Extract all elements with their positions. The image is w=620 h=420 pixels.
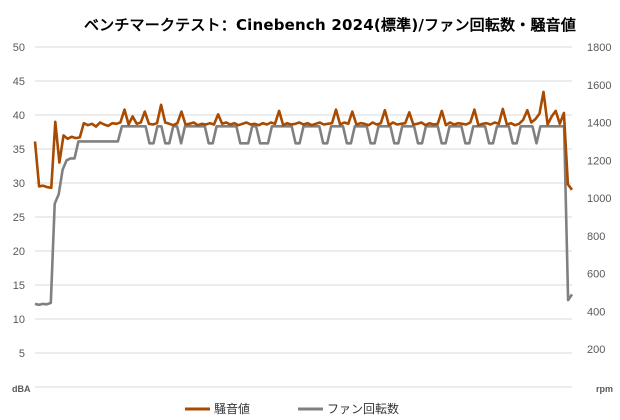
series-lines — [33, 90, 574, 307]
right-tick-label: 1600 — [587, 80, 611, 92]
legend: 騒音値 ファン回転数 — [185, 401, 399, 416]
gridlines — [35, 46, 572, 388]
left-tick-label: 25 — [13, 212, 25, 224]
left-axis-ticks: 5 10 15 20 25 30 35 40 45 50 — [13, 42, 25, 360]
right-tick-label: 1400 — [587, 118, 611, 130]
left-axis-unit: dBA — [12, 384, 31, 394]
right-axis-ticks: 200 400 600 800 1000 1200 1400 1600 1800 — [587, 42, 611, 356]
left-tick-label: 20 — [13, 246, 25, 258]
right-tick-label: 200 — [587, 344, 605, 356]
left-tick-label: 40 — [13, 110, 25, 122]
right-tick-label: 400 — [587, 306, 605, 318]
right-tick-label: 1200 — [587, 155, 611, 167]
right-tick-label: 800 — [587, 231, 605, 243]
left-tick-label: 5 — [19, 348, 25, 360]
left-tick-label: 35 — [13, 144, 25, 156]
legend-label-1: ファン回転数 — [327, 401, 399, 416]
left-tick-label: 30 — [13, 178, 25, 190]
left-tick-label: 50 — [13, 42, 25, 54]
right-tick-label: 1000 — [587, 193, 611, 205]
series-line-0 — [33, 90, 574, 191]
left-tick-label: 10 — [13, 314, 25, 326]
series-line-1 — [34, 125, 574, 307]
legend-label-0: 騒音値 — [214, 401, 250, 416]
left-tick-label: 45 — [13, 76, 25, 88]
right-tick-label: 1800 — [587, 42, 611, 54]
chart-title: ベンチマークテスト：Cinebench 2024(標準)/ファン回転数・騒音値 — [83, 16, 577, 34]
left-tick-label: 15 — [13, 280, 25, 292]
right-axis-unit: rpm — [596, 384, 613, 394]
right-tick-label: 600 — [587, 269, 605, 281]
